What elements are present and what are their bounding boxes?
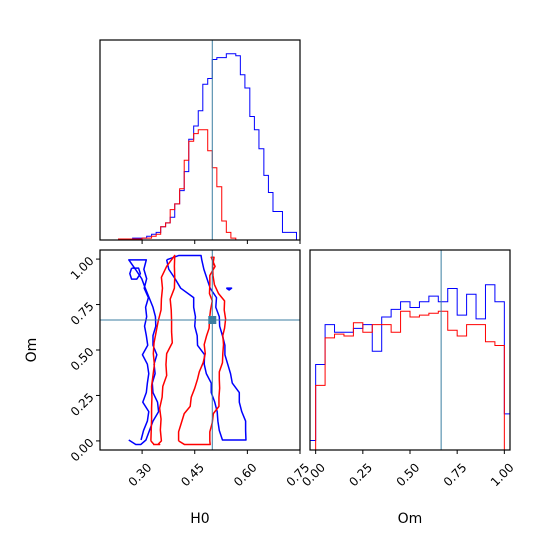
panel-contour-H0-Om: 0.30 0.45 0.60 0.75 0.00 0.25 0.50 0.75 1.00 H0…: [24, 249, 312, 527]
contour-x-ticks: 0.30 0.45 0.60 0.75: [126, 450, 312, 489]
contour-line-2: [150, 254, 176, 446]
hist-Om-frame: [309, 249, 511, 451]
contour-series: [128, 254, 247, 446]
panel-hist-Om: 0.00 0.25 0.50 0.75 1.00 Om: [299, 249, 517, 527]
hist-H0-series-0-steps: [100, 53, 297, 240]
contour-line-1: [165, 254, 247, 441]
contour-y-tick-label-3: 0.75: [68, 299, 97, 328]
hist-Om-x-tick-label-1: 0.25: [346, 460, 375, 489]
panel-hist-H0: [99, 39, 301, 244]
hist-Om-series: [310, 284, 510, 450]
hist-H0-series-1-steps: [100, 129, 297, 240]
contour-H0-Om-x-tick-label-0: 0.30: [126, 460, 155, 489]
contour-y-tick-label-2: 0.50: [68, 345, 97, 374]
hist-Om-x-tick-label-3: 0.75: [441, 460, 470, 489]
hist-Om-series-0-steps: [310, 284, 510, 450]
hist-Om-series-1-steps: [310, 310, 510, 450]
contour-y-tick-label-1: 0.25: [68, 390, 97, 419]
contour-y-ticks: 0.00 0.25 0.50 0.75 1.00: [68, 254, 100, 465]
contour-H0-Om-x-tick-label-1: 0.45: [178, 460, 207, 489]
hist-H0-series: [100, 53, 297, 240]
contour-truth-marker: [208, 316, 217, 324]
hist-H0-x-ticks: [141, 240, 301, 244]
contour-H0-Om-x-tick-label-2: 0.60: [231, 460, 260, 489]
hist-Om-x-ticks: 0.00 0.25 0.50 0.75 1.00: [299, 450, 517, 489]
contour-line-4: [129, 267, 142, 280]
contour-line-3: [177, 256, 227, 446]
contour-xlabel: H0: [190, 511, 209, 527]
contour-y-tick-label-0: 0.00: [68, 436, 97, 465]
contour-truth-lines: [100, 250, 300, 450]
hist-Om-xlabel: Om: [398, 511, 423, 527]
contour-frame: [99, 249, 301, 451]
hist-Om-x-tick-label-4: 1.00: [488, 460, 517, 489]
contour-ylabel: Om: [24, 338, 40, 363]
contour-line-5: [225, 287, 233, 291]
hist-H0-frame: [99, 39, 301, 241]
contour-y-tick-label-4: 1.00: [68, 254, 97, 283]
contour-line-0: [128, 259, 160, 446]
hist-Om-x-tick-label-2: 0.50: [394, 460, 423, 489]
